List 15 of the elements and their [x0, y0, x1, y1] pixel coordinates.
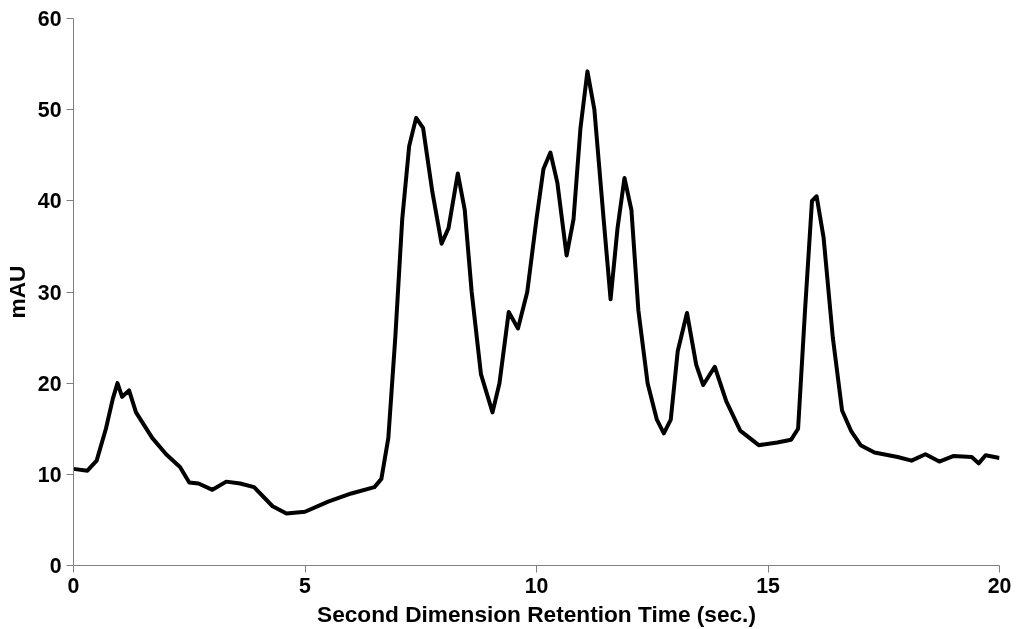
y-tick-label: 0	[49, 554, 62, 578]
x-tick-label: 0	[67, 573, 80, 598]
y-tick-label: 30	[37, 280, 62, 305]
x-tick-label: 15	[756, 573, 780, 598]
y-tick-label: 10	[37, 462, 62, 487]
y-tick-label: 50	[37, 98, 62, 123]
y-tick-label: 60	[37, 7, 62, 31]
x-tick-label: 20	[987, 573, 1012, 598]
y-tick-label: 20	[37, 371, 62, 396]
line-series	[73, 69, 1000, 516]
y-tick-label: 40	[37, 189, 62, 214]
x-axis-title: Second Dimension Retention Time (sec.)	[317, 600, 756, 627]
x-tick-label: 5	[299, 573, 312, 598]
y-axis-title: mAU	[3, 265, 30, 319]
x-tick-label: 10	[524, 573, 549, 598]
